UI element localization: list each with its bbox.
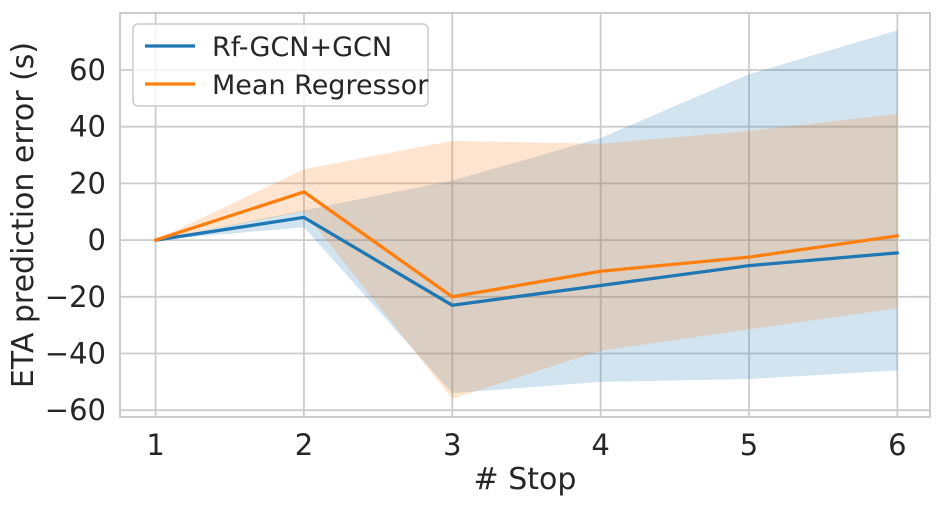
legend: Rf-GCN+GCN Mean Regressor [132,23,429,107]
series-line [153,215,900,307]
x-tick-label: 1 [146,428,164,462]
x-tick-label: 6 [888,428,906,462]
y-tick-label: 40 [69,110,106,144]
x-tick-label: 3 [443,428,461,462]
y-axis-tick-labels: −60 −40 −20 0 20 40 60 [45,53,106,427]
y-tick-label: 20 [69,166,106,200]
x-tick-label: 5 [740,428,758,462]
confidence-band [155,113,898,399]
x-tick-label: 2 [295,428,313,462]
plot-area [153,30,900,399]
x-tick-label: 4 [591,428,609,462]
y-tick-label: −60 [45,393,106,427]
x-axis-tick-labels: 1 2 3 4 5 6 [146,428,906,462]
x-axis-label: # Stop [474,462,577,497]
y-tick-label: −20 [45,280,106,314]
y-tick-label: −40 [45,336,106,370]
legend-box [132,23,429,107]
y-axis-label: ETA prediction error (s) [6,42,41,388]
legend-label-mean-regressor: Mean Regressor [212,70,429,101]
y-tick-label: 60 [69,53,106,87]
legend-label-rf-gcn: Rf-GCN+GCN [212,32,392,63]
confidence-band [155,30,898,394]
series-line [153,190,900,299]
axes-spine [119,12,931,418]
y-tick-label: 0 [88,223,106,257]
